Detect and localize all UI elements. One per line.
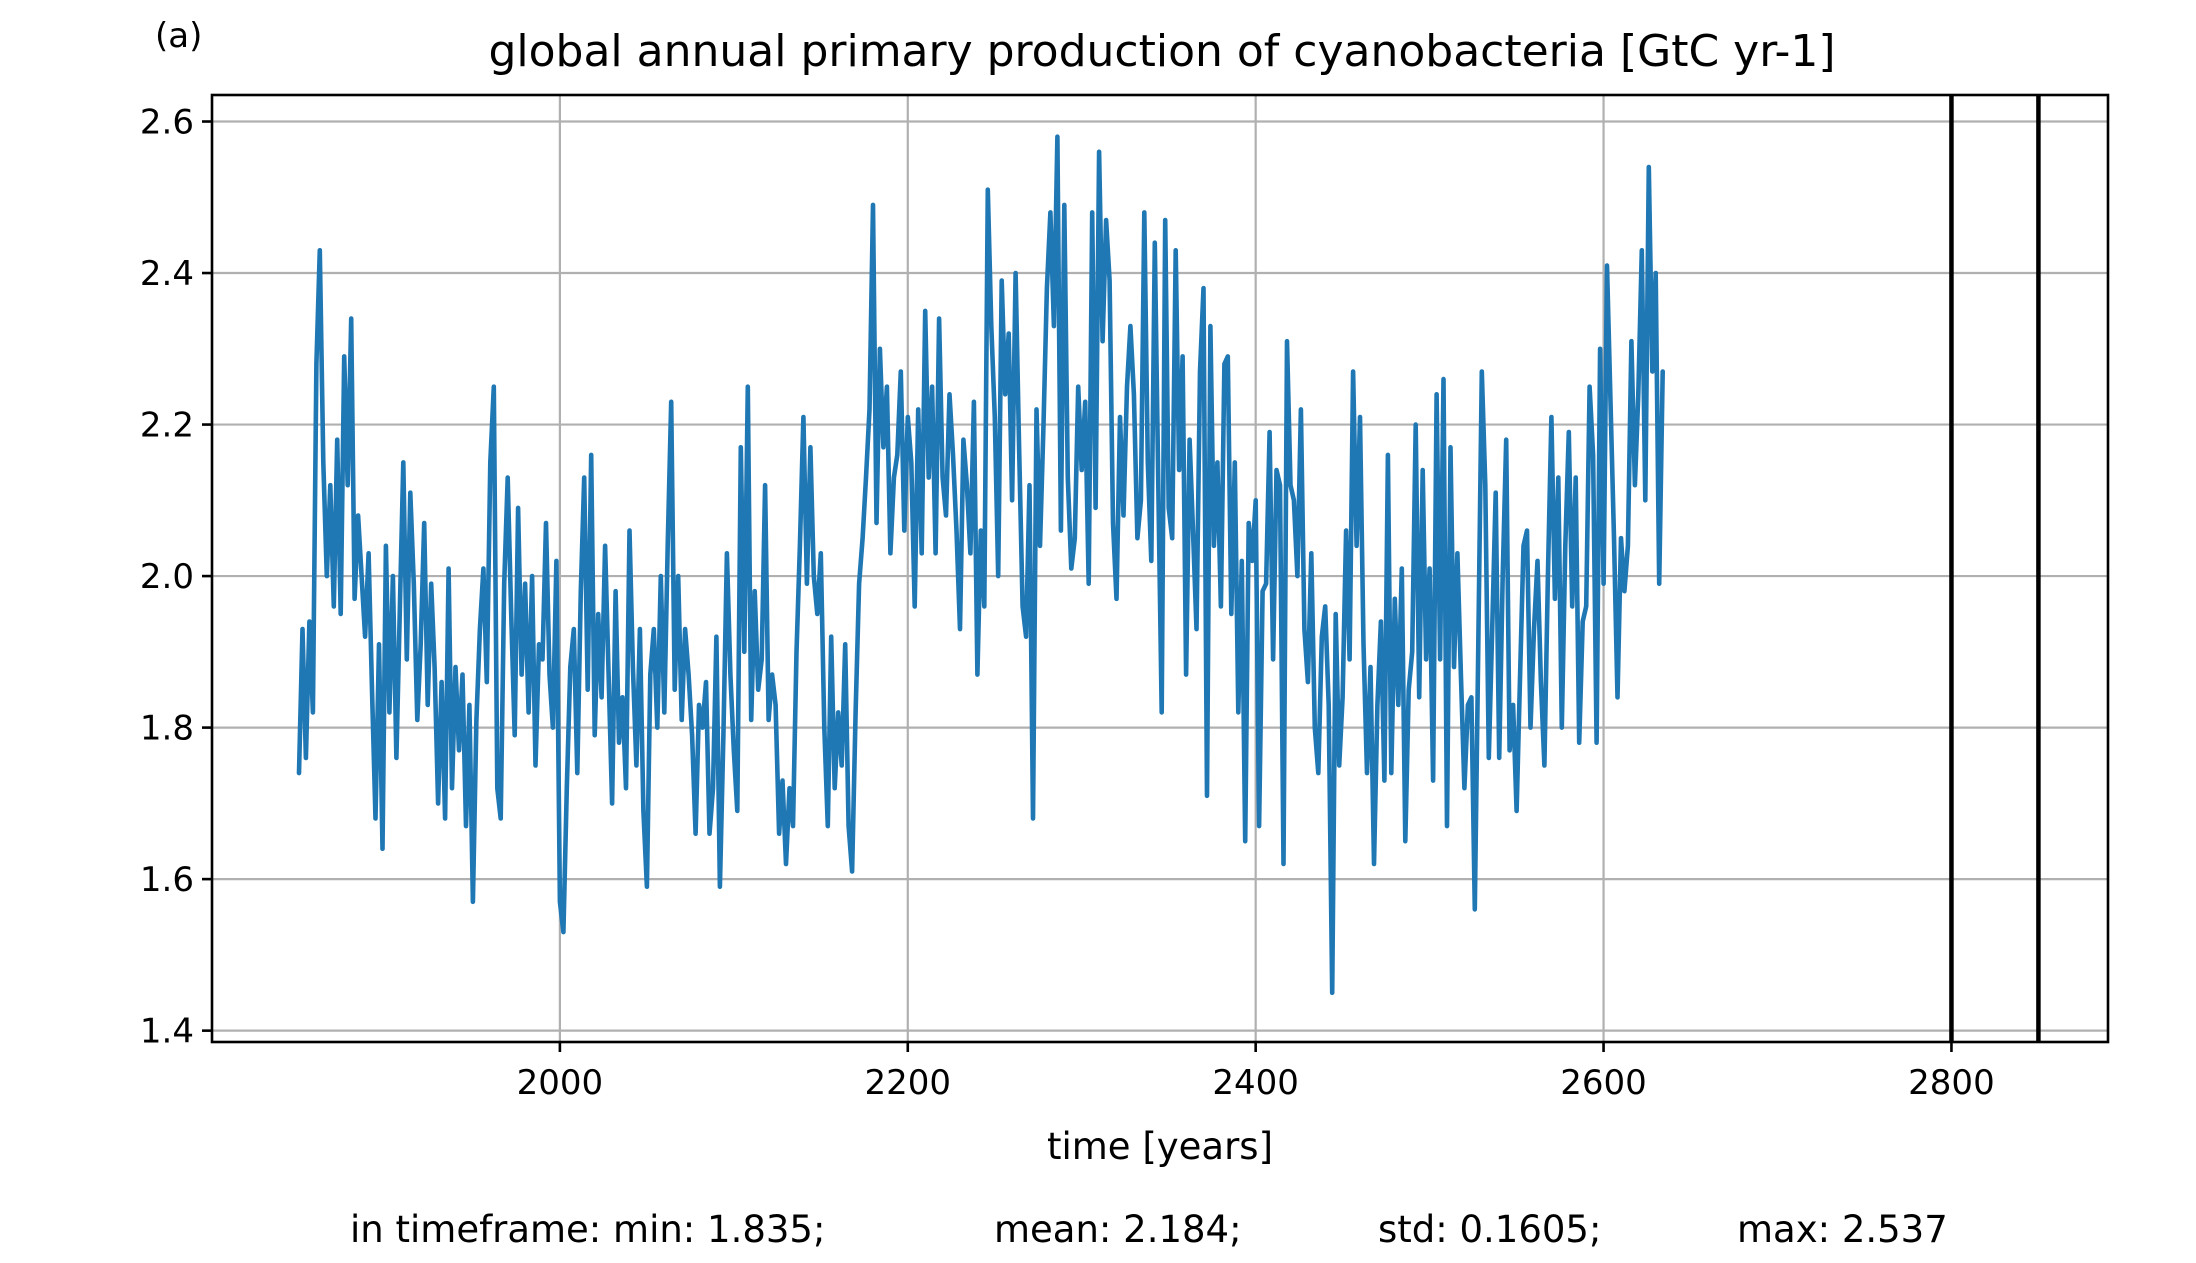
series-line — [296, 134, 1665, 996]
panel-label: (a) — [155, 16, 202, 56]
y-tick-label: 2.0 — [140, 557, 194, 597]
y-tick-label: 2.2 — [140, 406, 194, 446]
plot-frame — [210, 93, 2110, 1044]
stats-mean: mean: 2.184; — [994, 1208, 1242, 1251]
x-axis-ticks: 2000 2200 2400 2600 2800 — [517, 1042, 1995, 1103]
stats-std: std: 0.1605; — [1378, 1208, 1601, 1251]
x-tick-label: 2400 — [1212, 1063, 1299, 1103]
y-tick-label: 1.4 — [140, 1012, 194, 1052]
y-tick-label: 1.8 — [140, 709, 194, 749]
series-layer — [296, 134, 1665, 996]
x-tick-label: 2600 — [1560, 1063, 1647, 1103]
x-axis-label: time [years] — [1047, 1125, 1273, 1168]
timeframe-markers — [1949, 95, 2041, 1042]
stats-min: in timeframe: min: 1.835; — [350, 1208, 825, 1251]
y-tick-label: 2.4 — [140, 254, 194, 294]
stats-footer: in timeframe: min: 1.835; mean: 2.184; s… — [350, 1208, 1948, 1251]
y-tick-label: 2.6 — [140, 103, 194, 143]
x-tick-label: 2000 — [517, 1063, 604, 1103]
y-tick-label: 1.6 — [140, 860, 194, 900]
x-tick-label: 2200 — [865, 1063, 952, 1103]
chart-title: global annual primary production of cyan… — [488, 26, 1835, 77]
y-axis-ticks: 1.4 1.6 1.8 2.0 2.2 2.4 2.6 — [140, 103, 212, 1052]
x-tick-label: 2800 — [1908, 1063, 1995, 1103]
stats-max: max: 2.537 — [1737, 1208, 1948, 1251]
